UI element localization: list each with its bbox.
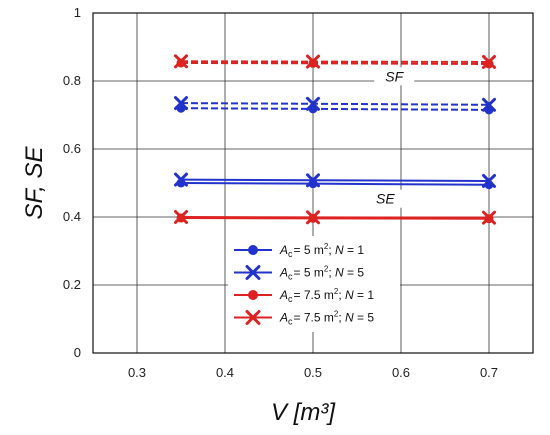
- legend-label: Ac= 5 m2; N = 5: [279, 265, 364, 282]
- data-point: [306, 210, 320, 225]
- legend-label: Ac= 7.5 m2; N = 1: [279, 287, 374, 304]
- data-point: [482, 173, 496, 188]
- legend-marker: [248, 245, 258, 255]
- y-tick-label: 1: [74, 5, 81, 20]
- data-point: [482, 54, 496, 69]
- y-axis-label: SF, SE: [21, 146, 48, 220]
- legend-marker: [245, 310, 261, 325]
- data-point: [306, 54, 320, 69]
- annotation-sf: SF: [374, 67, 415, 86]
- series-line: [180, 61, 490, 65]
- data-point: [174, 210, 188, 224]
- x-tick-label: 0.6: [392, 365, 410, 380]
- y-tick-label: 0.8: [63, 73, 81, 88]
- legend-item: Ac= 5 m2; N = 5: [234, 265, 364, 282]
- legend-item: Ac= 5 m2; N = 1: [234, 242, 364, 259]
- annotation-text: SF: [385, 68, 404, 84]
- annotations: SF SE: [365, 67, 415, 208]
- series-sf-3: [174, 54, 496, 69]
- series-line: [180, 182, 490, 186]
- data-point: [306, 96, 320, 111]
- data-point: [482, 97, 496, 112]
- series-sf-2: [176, 58, 494, 69]
- legend: Ac= 5 m2; N = 1 Ac= 5 m2; N = 5 Ac= 7.5 m2…: [228, 236, 400, 332]
- y-axis-ticks: 0 0.2 0.4 0.6 0.8 1: [63, 5, 81, 360]
- x-tick-label: 0.7: [480, 365, 498, 380]
- series-se-5: [174, 172, 496, 188]
- series-layer: [174, 54, 496, 225]
- y-tick-label: 0.4: [63, 209, 81, 224]
- x-tick-label: 0.5: [304, 365, 322, 380]
- legend-marker: [248, 290, 258, 300]
- y-tick-label: 0.2: [63, 277, 81, 292]
- x-axis-ticks: 0.3 0.4 0.5 0.6 0.7: [128, 365, 498, 380]
- legend-item: Ac= 7.5 m2; N = 5: [234, 310, 374, 327]
- legend-label: Ac= 7.5 m2; N = 5: [279, 310, 374, 327]
- data-point: [482, 210, 496, 225]
- x-tick-label: 0.4: [216, 365, 234, 380]
- x-tick-label: 0.3: [128, 365, 146, 380]
- y-tick-label: 0.6: [63, 141, 81, 156]
- data-point: [174, 54, 188, 69]
- series-line: [180, 178, 490, 182]
- series-sf-1: [174, 96, 496, 112]
- x-axis-label: V [m³]: [271, 399, 336, 426]
- legend-marker: [245, 265, 261, 280]
- data-point: [174, 96, 188, 111]
- annotation-text: SE: [376, 191, 395, 207]
- series-line: [180, 216, 490, 219]
- series-line: [180, 107, 490, 111]
- data-point: [306, 173, 320, 188]
- data-point: [174, 172, 188, 187]
- legend-label: Ac= 5 m2; N = 1: [279, 242, 364, 259]
- plot-frame: [92, 12, 534, 354]
- series-line: [180, 60, 490, 63]
- legend-item: Ac= 7.5 m2; N = 1: [234, 287, 374, 304]
- annotation-se: SE: [365, 189, 406, 208]
- series-se-7: [174, 210, 496, 225]
- y-tick-label: 0: [74, 345, 81, 360]
- series-line: [180, 102, 490, 106]
